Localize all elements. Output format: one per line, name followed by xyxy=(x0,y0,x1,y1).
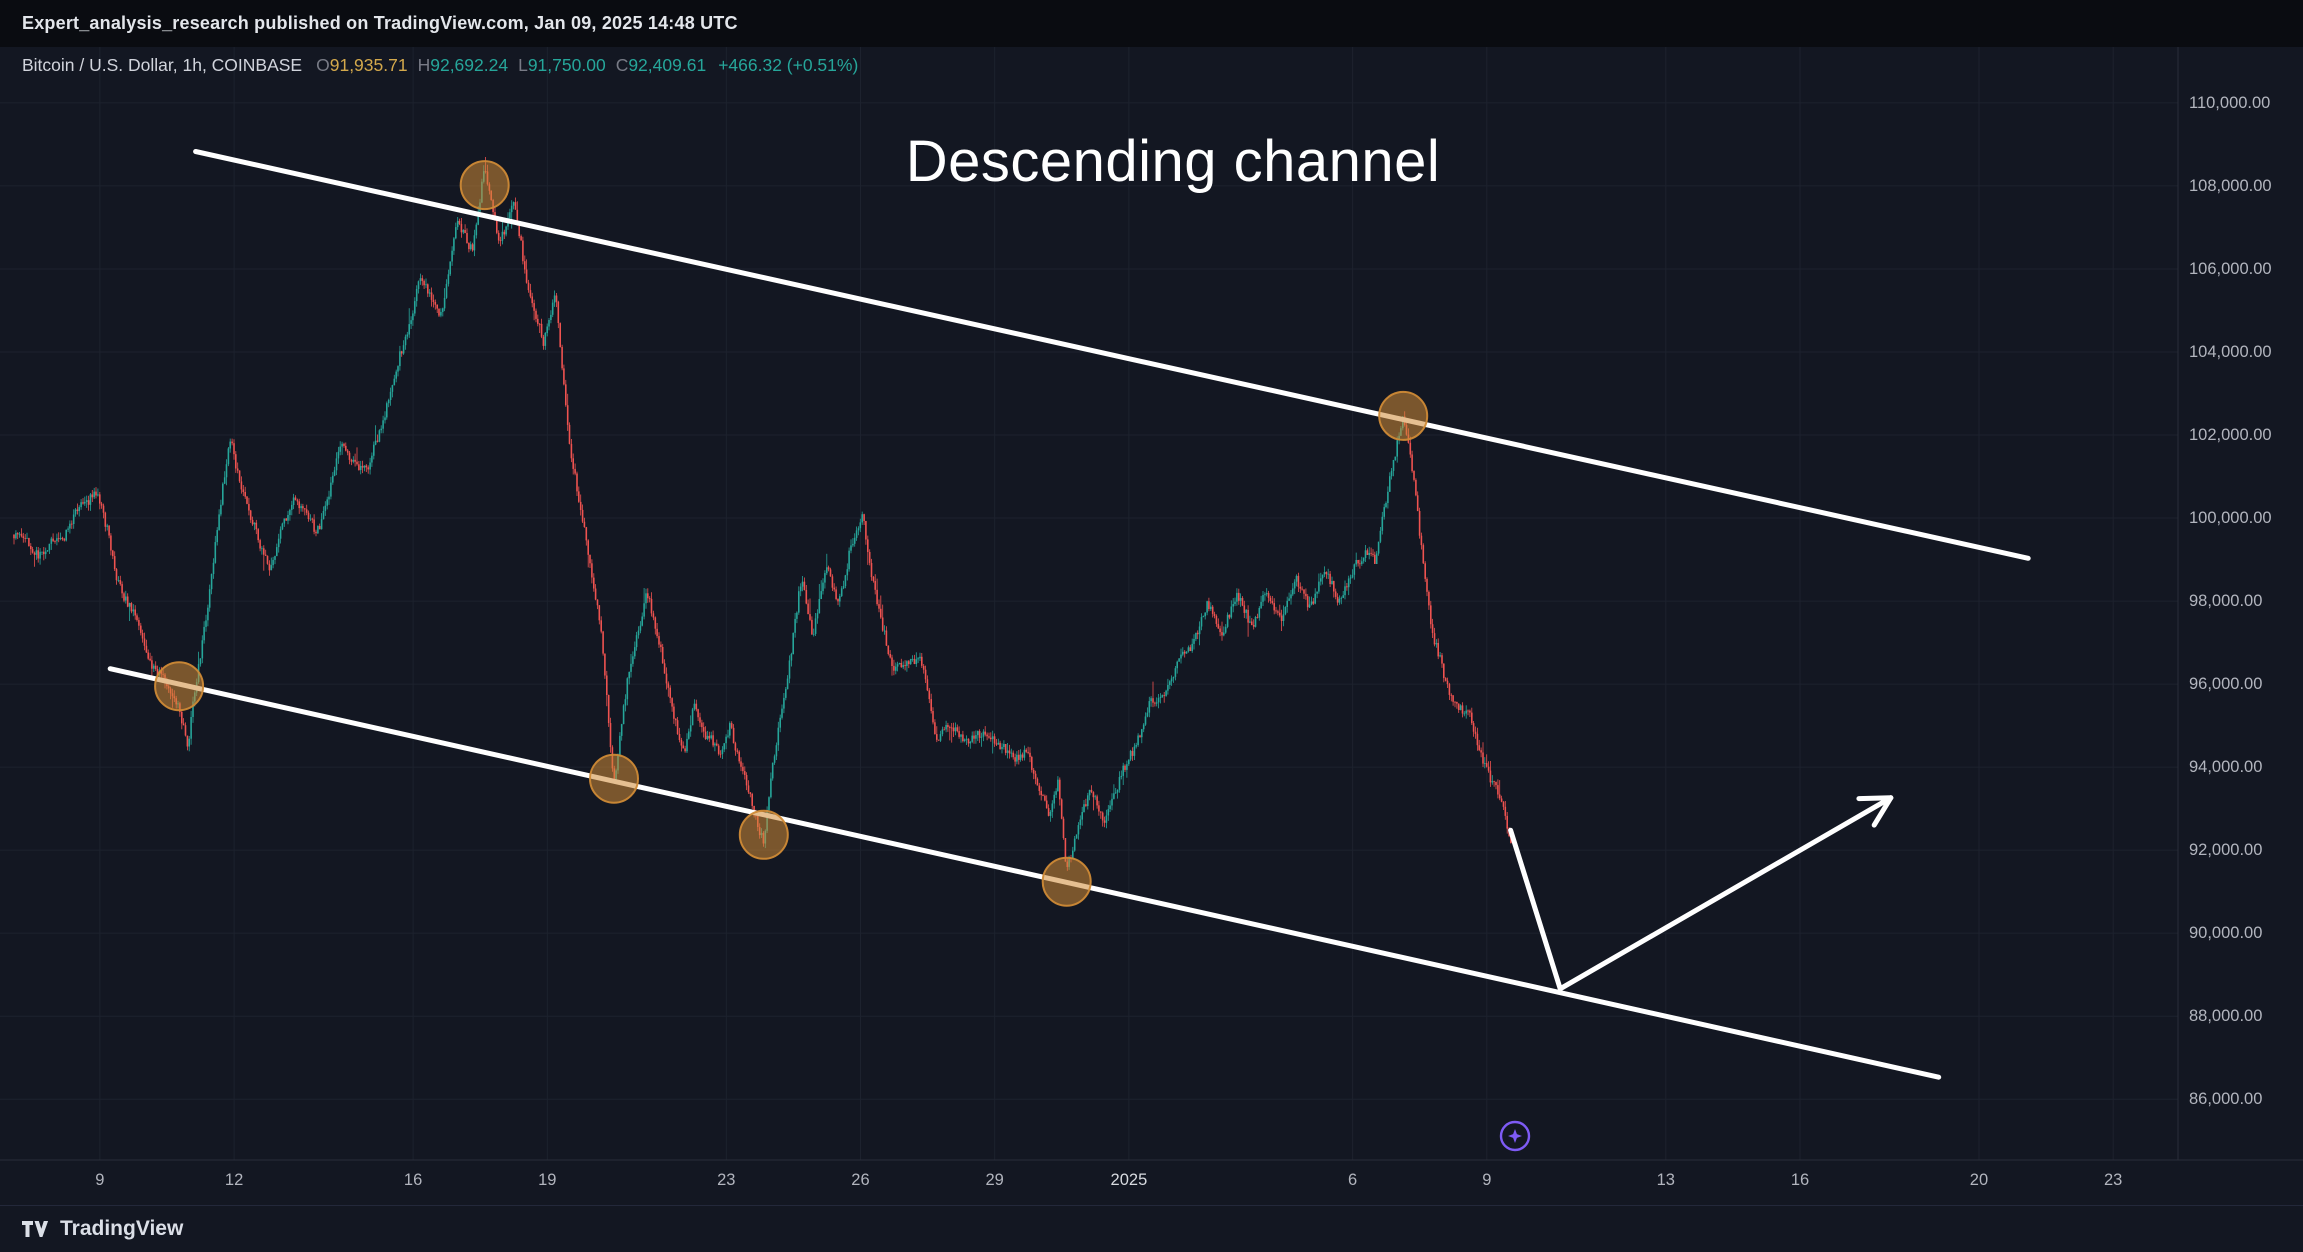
price-axis-label: 100,000.00 xyxy=(2189,509,2272,528)
time-axis-label: 19 xyxy=(538,1171,557,1189)
time-axis[interactable]: 9 12 16 19 23 26 29 2025 6 9 13 16 20 23 xyxy=(0,1160,2303,1205)
breakout-arrow xyxy=(1508,795,1894,992)
price-axis-label: 96,000.00 xyxy=(2189,675,2263,694)
ohlc-high-label: H xyxy=(417,55,431,75)
time-axis-label: 16 xyxy=(403,1171,423,1189)
price-axis-label: 92,000.00 xyxy=(2189,841,2263,860)
touch-circle xyxy=(738,809,789,860)
time-axis-label: 16 xyxy=(1790,1171,1810,1189)
price-axis-label: 108,000.00 xyxy=(2189,176,2272,195)
publish-bar: Expert_analysis_research published on Tr… xyxy=(0,0,2303,47)
touch-circle xyxy=(1378,390,1429,441)
ohlc-high-value: 92,692.24 xyxy=(430,55,509,75)
channel-lines[interactable] xyxy=(107,149,2031,1080)
price-axis-label: 86,000.00 xyxy=(2189,1090,2263,1109)
touch-circle xyxy=(1041,856,1092,907)
price-axis-label: 110,000.00 xyxy=(2189,93,2271,112)
ohlc-close-value: 92,409.61 xyxy=(628,55,707,75)
time-axis-label: 20 xyxy=(1969,1171,1989,1189)
price-change-value: +466.32 (+0.51%) xyxy=(718,55,859,75)
symbol-legend: Bitcoin / U.S. Dollar, 1h, COINBASE O 91… xyxy=(22,55,868,76)
ohlc-low-label: L xyxy=(518,55,528,75)
ohlc-open-value: 91,935.71 xyxy=(329,55,408,75)
touch-circle xyxy=(459,160,510,211)
ohlc-close-label: C xyxy=(615,55,629,75)
price-axis-label: 88,000.00 xyxy=(2189,1007,2263,1026)
time-axis-label: 23 xyxy=(2104,1171,2123,1189)
time-axis-label: 9 xyxy=(1482,1171,1492,1189)
time-axis-label: 29 xyxy=(985,1171,1004,1189)
touch-circle xyxy=(589,753,639,804)
touch-circles xyxy=(154,160,1429,907)
price-axis-label: 94,000.00 xyxy=(2189,758,2263,777)
ohlc-low-value: 91,750.00 xyxy=(527,55,606,75)
footer-bar: TradingView xyxy=(0,1205,2303,1252)
symbol-title: Bitcoin / U.S. Dollar, 1h, COINBASE xyxy=(22,55,303,75)
time-axis-label: 12 xyxy=(224,1171,244,1189)
price-axis-label: 102,000.00 xyxy=(2189,426,2272,444)
publish-text: Expert_analysis_research published on Tr… xyxy=(22,13,738,33)
target-marker-icon xyxy=(1499,1120,1531,1152)
trendline-lower xyxy=(107,666,1942,1080)
time-axis-label: 2025 xyxy=(1110,1171,1148,1189)
price-axis-label: 90,000.00 xyxy=(2189,924,2263,943)
trendline-upper xyxy=(193,149,2031,561)
tradingview-logo[interactable] xyxy=(20,1216,50,1242)
price-axis-label: 104,000.00 xyxy=(2189,342,2272,361)
time-axis-label: 26 xyxy=(851,1171,870,1189)
price-axis-label: 106,000.00 xyxy=(2189,259,2272,278)
time-axis-label: 6 xyxy=(1348,1171,1358,1189)
touch-circle xyxy=(154,661,205,712)
time-axis-label: 9 xyxy=(95,1171,105,1189)
tradingview-brand[interactable]: TradingView xyxy=(60,1217,184,1240)
ohlc-open-label: O xyxy=(316,55,330,75)
grid xyxy=(0,47,2178,1160)
time-axis-label: 13 xyxy=(1656,1171,1675,1189)
annotation-title: Descending channel xyxy=(905,129,1441,194)
time-axis-label: 23 xyxy=(717,1171,736,1189)
price-axis-label: 98,000.00 xyxy=(2189,592,2263,611)
price-axis[interactable]: 110,000.00 108,000.00 106,000.00 104,000.00… xyxy=(2179,0,2303,1252)
candles xyxy=(13,157,1512,871)
